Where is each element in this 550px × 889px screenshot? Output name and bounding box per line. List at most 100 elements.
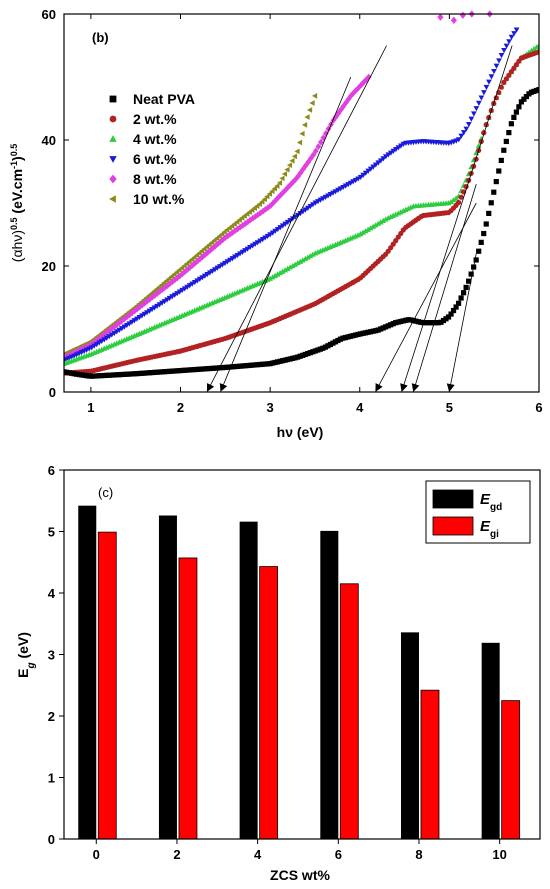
- chart-b-point: [506, 39, 512, 45]
- chart-b-outlier-point: [437, 13, 444, 21]
- chart-b-y-label-exp3: 0.5: [9, 144, 19, 157]
- chart-b-point: [197, 255, 203, 263]
- chart-b-point: [448, 198, 454, 205]
- chart-b-point: [506, 130, 512, 136]
- chart-b-point: [289, 262, 296, 269]
- chart-b-legend-label: 8 wt.%: [133, 171, 177, 187]
- chart-b-point: [284, 166, 290, 173]
- chart-b-point: [523, 93, 530, 100]
- chart-b-tangent-line: [446, 253, 477, 392]
- chart-b-point: [287, 264, 294, 270]
- chart-b-point: [353, 86, 359, 94]
- chart-b-point: [277, 269, 283, 276]
- chart-b-point: [481, 90, 487, 96]
- chart-b-legend-marker: [109, 135, 117, 142]
- chart-b-point: [310, 151, 317, 159]
- chart-b-tangent-line: [411, 183, 477, 392]
- chart-b-point: [380, 217, 387, 223]
- chart-b-point: [536, 42, 539, 48]
- chart-b-y-tick-label: 60: [42, 7, 56, 22]
- chart-b-point: [458, 194, 464, 200]
- chart-b-point: [372, 162, 379, 168]
- chart-b-point: [473, 257, 479, 263]
- chart-b-series-4: [64, 27, 520, 364]
- chart-b-point: [503, 43, 510, 49]
- chart-b-point: [266, 191, 272, 197]
- chart-c-y-label-unit: (eV): [15, 632, 31, 662]
- chart-b-point: [458, 133, 465, 139]
- chart-b-legend-marker: [109, 115, 117, 123]
- chart-b-point: [296, 139, 303, 146]
- chart-c-y-label-sub: g: [26, 662, 37, 669]
- chart-b-point: [357, 231, 364, 237]
- chart-b-point: [260, 207, 266, 215]
- chart-b-point: [491, 68, 497, 75]
- chart-b-point: [202, 251, 208, 259]
- chart-b-point: [365, 168, 372, 174]
- chart-b-point: [372, 222, 379, 228]
- chart-c-bar-egd: [239, 521, 258, 839]
- chart-b-point: [498, 157, 504, 163]
- chart-b-point: [536, 87, 539, 93]
- chart-b-point: [493, 63, 500, 69]
- chart-b-point: [375, 220, 382, 226]
- chart-c-y-tick-label: 2: [48, 709, 55, 724]
- chart-c-legend: Egd Egi: [425, 480, 531, 544]
- chart-b-point: [463, 126, 470, 132]
- chart-b-point: [229, 229, 236, 236]
- chart-b-y-label-close: ): [9, 156, 25, 161]
- chart-b-point: [513, 27, 520, 33]
- chart-b-point: [370, 164, 377, 170]
- chart-b-point: [466, 177, 472, 183]
- chart-b-point: [184, 266, 191, 274]
- chart-b-series-5: [64, 73, 372, 361]
- chart-b-point: [521, 96, 527, 102]
- chart-b-point: [476, 248, 482, 254]
- chart-b-point: [498, 84, 504, 90]
- chart-b-point: [496, 168, 502, 174]
- chart-b-point: [455, 300, 462, 306]
- chart-b-point: [463, 284, 469, 290]
- chart-b-point: [299, 130, 305, 137]
- chart-b-point: [483, 221, 489, 227]
- chart-b-point: [362, 170, 369, 176]
- chart-b-point: [224, 232, 231, 240]
- chart-b-point: [362, 228, 369, 234]
- chart-b-point: [481, 230, 487, 237]
- chart-b-point: [169, 278, 176, 286]
- chart-b-point: [276, 179, 283, 186]
- chart-b-point: [250, 214, 256, 222]
- chart-b-point: [217, 238, 223, 246]
- chart-c-axes: 0 2 4 6 8 10 0 1 2 3 4 5 6: [48, 463, 507, 862]
- chart-b-legend-marker: [109, 95, 117, 103]
- chart-c-legend-swatch: [432, 489, 474, 509]
- chart-c-y-tick-label: 4: [48, 586, 56, 601]
- chart-b-point: [164, 282, 171, 290]
- chart-b-point: [274, 271, 281, 277]
- chart-b-point: [486, 210, 492, 216]
- chart-b-plot-area: [64, 10, 539, 392]
- chart-b-point: [295, 172, 302, 180]
- chart-b-point: [455, 137, 462, 143]
- chart-b-tangent-line: [375, 202, 477, 392]
- chart-b-point: [455, 199, 462, 206]
- chart-b-point: [377, 158, 384, 164]
- chart-c-bar-egi: [178, 557, 198, 840]
- chart-b-point: [286, 162, 293, 169]
- chart-b-point: [536, 49, 539, 55]
- chart-b-point: [269, 188, 275, 195]
- chart-b-point: [272, 272, 278, 279]
- chart-b-point: [274, 183, 280, 189]
- chart-c-y-tick-label: 6: [48, 463, 55, 478]
- chart-b-legend-marker: [109, 174, 117, 184]
- chart-b-point: [262, 206, 269, 213]
- chart-b-point: [508, 121, 514, 127]
- chart-c-x-tick-label: 4: [254, 847, 262, 862]
- chart-b-frame: [63, 13, 540, 393]
- chart-b-y-label-mid: (eV.cm: [9, 169, 25, 218]
- chart-b-point: [282, 186, 289, 194]
- chart-b-point: [370, 223, 376, 229]
- chart-b-point: [461, 290, 467, 296]
- chart-b-legend-label: 10 wt.%: [133, 191, 185, 207]
